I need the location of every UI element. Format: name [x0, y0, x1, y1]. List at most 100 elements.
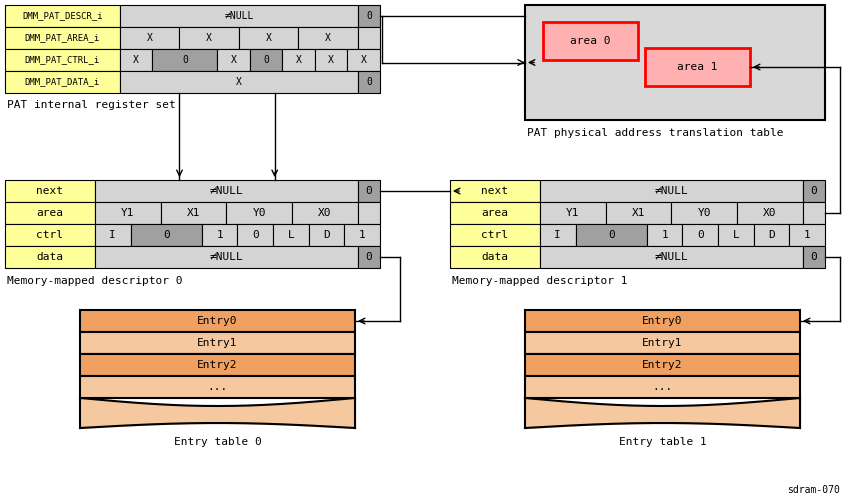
Text: ctrl: ctrl	[481, 230, 508, 240]
Text: 0: 0	[607, 230, 614, 240]
Bar	[226, 202, 292, 224]
Bar	[80, 332, 354, 354]
Bar	[717, 224, 753, 246]
Bar	[539, 202, 605, 224]
Bar	[344, 224, 380, 246]
Text: area: area	[36, 208, 63, 218]
Text: DMM_PAT_AREA_i: DMM_PAT_AREA_i	[24, 34, 100, 42]
Bar	[120, 5, 358, 27]
Bar	[575, 224, 647, 246]
Text: 1: 1	[661, 230, 668, 240]
Bar	[358, 202, 380, 224]
Bar	[358, 5, 380, 27]
Text: X0: X0	[318, 208, 332, 218]
Text: I: I	[554, 230, 560, 240]
Bar	[308, 224, 344, 246]
Bar	[95, 246, 358, 268]
Text: Entry table 1: Entry table 1	[618, 437, 706, 447]
Bar	[358, 180, 380, 202]
Text: X1: X1	[187, 208, 200, 218]
Text: area 1: area 1	[676, 62, 717, 72]
Text: 1: 1	[216, 230, 223, 240]
Text: ≠NULL: ≠NULL	[209, 186, 243, 196]
Text: I: I	[110, 230, 116, 240]
Text: 0: 0	[365, 186, 372, 196]
Text: data: data	[481, 252, 508, 262]
Bar	[736, 202, 802, 224]
Bar	[239, 27, 298, 49]
Text: X: X	[206, 33, 212, 43]
Text: Y0: Y0	[252, 208, 266, 218]
Text: X: X	[295, 55, 301, 65]
Text: 0: 0	[163, 230, 170, 240]
Text: 0: 0	[696, 230, 703, 240]
Bar	[217, 49, 250, 71]
Bar	[5, 49, 120, 71]
Text: next: next	[481, 186, 508, 196]
Text: 1: 1	[803, 230, 809, 240]
Bar	[802, 180, 824, 202]
Text: Entry1: Entry1	[641, 338, 682, 348]
Text: PAT physical address translation table: PAT physical address translation table	[527, 128, 782, 138]
Text: X: X	[325, 33, 331, 43]
Bar	[788, 224, 824, 246]
Text: X: X	[266, 33, 272, 43]
Bar	[5, 5, 120, 27]
Bar	[539, 180, 802, 202]
Text: area: area	[481, 208, 508, 218]
Text: Y1: Y1	[565, 208, 579, 218]
Bar	[95, 224, 131, 246]
Text: 0: 0	[181, 55, 187, 65]
Bar	[160, 202, 226, 224]
Text: 1: 1	[359, 230, 365, 240]
Text: ...: ...	[652, 382, 672, 392]
Text: DMM_PAT_DESCR_i: DMM_PAT_DESCR_i	[22, 11, 103, 21]
Text: sdram-070: sdram-070	[787, 485, 839, 493]
Bar	[273, 224, 308, 246]
Text: ≠NULL: ≠NULL	[209, 252, 243, 262]
Bar	[282, 49, 315, 71]
Bar	[450, 202, 539, 224]
Bar	[543, 22, 637, 60]
Bar	[605, 202, 671, 224]
Bar	[237, 224, 273, 246]
Bar	[358, 27, 380, 49]
Bar	[524, 332, 799, 354]
Bar	[95, 202, 160, 224]
Text: 0: 0	[252, 230, 258, 240]
Text: area 0: area 0	[570, 36, 610, 46]
Bar	[802, 202, 824, 224]
Bar	[120, 49, 152, 71]
Bar	[647, 224, 682, 246]
Text: 0: 0	[809, 186, 816, 196]
Text: X: X	[147, 33, 153, 43]
Bar	[152, 49, 217, 71]
Text: 0: 0	[365, 77, 371, 87]
Text: Memory-mapped descriptor 1: Memory-mapped descriptor 1	[452, 276, 627, 286]
Bar	[80, 376, 354, 398]
Bar	[524, 376, 799, 398]
Text: X: X	[235, 77, 241, 87]
Text: 0: 0	[365, 252, 372, 262]
Bar	[95, 180, 358, 202]
Bar	[120, 27, 179, 49]
Bar	[753, 224, 788, 246]
Text: X: X	[230, 55, 236, 65]
Bar	[5, 27, 120, 49]
Bar	[524, 310, 799, 332]
Bar	[131, 224, 202, 246]
Bar	[179, 27, 239, 49]
Text: next: next	[36, 186, 63, 196]
Bar	[682, 224, 717, 246]
Bar	[671, 202, 736, 224]
Text: ≠NULL: ≠NULL	[654, 252, 688, 262]
Text: ≠NULL: ≠NULL	[654, 186, 688, 196]
Text: X0: X0	[762, 208, 776, 218]
Bar	[80, 354, 354, 376]
Bar	[80, 310, 354, 332]
Text: DMM_PAT_DATA_i: DMM_PAT_DATA_i	[24, 77, 100, 86]
Bar	[250, 49, 282, 71]
Text: Entry1: Entry1	[197, 338, 237, 348]
Text: X1: X1	[631, 208, 645, 218]
Text: ≠NULL: ≠NULL	[224, 11, 253, 21]
